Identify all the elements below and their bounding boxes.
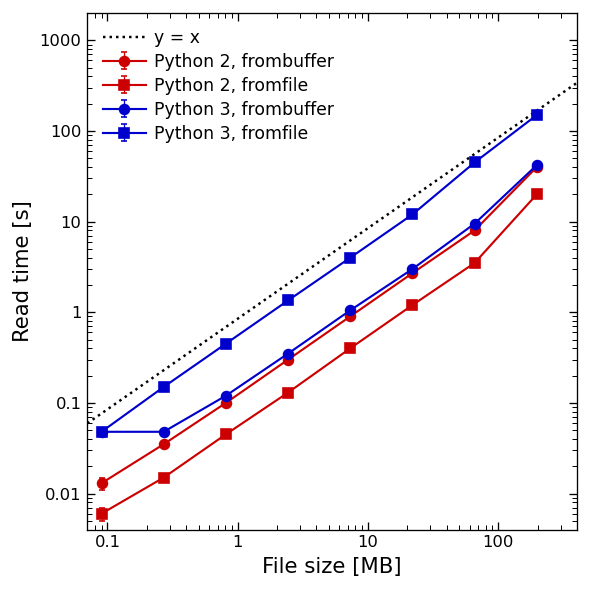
X-axis label: File size [MB]: File size [MB] [263,557,402,577]
Y-axis label: Read time [s]: Read time [s] [13,201,33,342]
Legend: y = x, Python 2, frombuffer, Python 2, fromfile, Python 3, frombuffer, Python 3,: y = x, Python 2, frombuffer, Python 2, f… [96,22,341,150]
